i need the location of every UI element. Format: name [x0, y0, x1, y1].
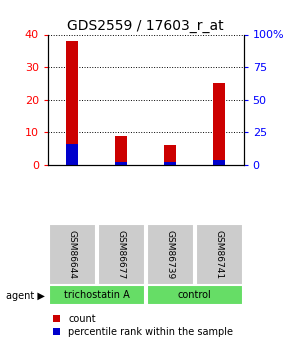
- Bar: [196, 224, 243, 285]
- Text: trichostatin A: trichostatin A: [64, 290, 130, 300]
- Bar: [98, 224, 145, 285]
- Title: GDS2559 / 17603_r_at: GDS2559 / 17603_r_at: [67, 19, 224, 33]
- Bar: [49, 285, 145, 305]
- Bar: [213, 83, 225, 165]
- Bar: [49, 224, 96, 285]
- Bar: [115, 162, 127, 165]
- Bar: [213, 160, 225, 165]
- Text: control: control: [178, 290, 211, 300]
- Text: GSM86644: GSM86644: [68, 230, 77, 279]
- Bar: [66, 41, 78, 165]
- Text: agent ▶: agent ▶: [6, 291, 45, 300]
- Bar: [66, 144, 78, 165]
- Text: GSM86677: GSM86677: [117, 230, 126, 279]
- Bar: [147, 285, 243, 305]
- Bar: [115, 136, 127, 165]
- Bar: [147, 224, 194, 285]
- Legend: count, percentile rank within the sample: count, percentile rank within the sample: [53, 314, 233, 337]
- Bar: [164, 145, 176, 165]
- Text: GSM86739: GSM86739: [166, 230, 175, 279]
- Bar: [164, 162, 176, 165]
- Text: GSM86741: GSM86741: [215, 230, 224, 279]
